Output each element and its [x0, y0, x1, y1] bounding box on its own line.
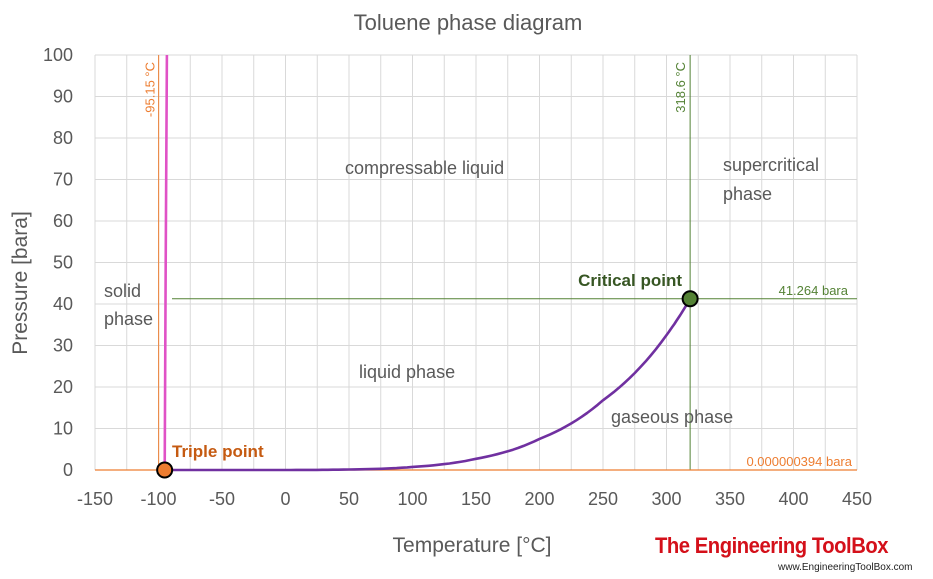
- critical-point-label: Critical point: [578, 271, 682, 290]
- y-tick-label: 30: [53, 336, 73, 356]
- y-tick-label: 80: [53, 128, 73, 148]
- x-tick-label: 250: [588, 489, 618, 509]
- x-tick-label: 50: [339, 489, 359, 509]
- triple-point-label: Triple point: [172, 442, 264, 461]
- y-tick-label: 10: [53, 419, 73, 439]
- chart-title: Toluene phase diagram: [354, 10, 583, 35]
- vapor-pressure-curve: [164, 298, 692, 472]
- y-tick-label: 100: [43, 45, 73, 65]
- x-axis-label: Temperature [°C]: [393, 534, 552, 557]
- phase-points: Triple point Critical point: [156, 271, 699, 479]
- triple-temperature-label: -95.15 °C: [143, 62, 158, 117]
- reference-lines: -95.15 °C 318.6 °C 41.264 bara 0.000000394 …: [95, 55, 857, 471]
- x-tick-label: -150: [77, 489, 113, 509]
- x-tick-label: 0: [280, 489, 290, 509]
- x-tick-label: 300: [651, 489, 681, 509]
- region-solid-line1: solid: [104, 281, 141, 301]
- x-tick-label: 450: [842, 489, 872, 509]
- region-gaseous: gaseous phase: [611, 407, 733, 427]
- melting-curve: [163, 54, 169, 471]
- region-solid-line2: phase: [104, 309, 153, 329]
- y-tick-label: 90: [53, 87, 73, 107]
- tick-labels: -150 -100 -50 0 50 100 150 200 250 300 350 400 450 0 1…: [43, 45, 872, 509]
- y-tick-label: 20: [53, 377, 73, 397]
- x-tick-label: 150: [461, 489, 491, 509]
- brand-logo: The Engineering ToolBox: [655, 533, 889, 558]
- phase-curves: [163, 54, 692, 472]
- y-tick-label: 60: [53, 211, 73, 231]
- critical-pressure-label: 41.264 bara: [779, 283, 849, 298]
- region-compressable-liquid: compressable liquid: [345, 158, 504, 178]
- y-tick-label: 50: [53, 253, 73, 273]
- x-tick-label: 350: [715, 489, 745, 509]
- y-tick-label: 0: [63, 460, 73, 480]
- x-tick-label: -50: [209, 489, 235, 509]
- region-supercritical-line1: supercritical: [723, 155, 819, 175]
- brand-url: www.EngineeringToolBox.com: [778, 562, 913, 573]
- x-tick-label: -100: [140, 489, 176, 509]
- critical-temperature-label: 318.6 °C: [673, 62, 688, 113]
- region-supercritical-line2: phase: [723, 184, 772, 204]
- x-tick-label: 400: [778, 489, 808, 509]
- x-tick-label: 100: [397, 489, 427, 509]
- region-labels: compressable liquid supercritical phase …: [104, 155, 819, 427]
- y-tick-label: 40: [53, 294, 73, 314]
- y-axis-label: Pressure [bara]: [9, 211, 32, 355]
- region-liquid: liquid phase: [359, 362, 455, 382]
- triple-pressure-label: 0.000000394 bara: [746, 454, 852, 469]
- triple-point-marker: [156, 461, 174, 479]
- y-tick-label: 70: [53, 170, 73, 190]
- grid: [94, 54, 858, 471]
- x-tick-label: 200: [524, 489, 554, 509]
- critical-point-marker: [681, 290, 699, 308]
